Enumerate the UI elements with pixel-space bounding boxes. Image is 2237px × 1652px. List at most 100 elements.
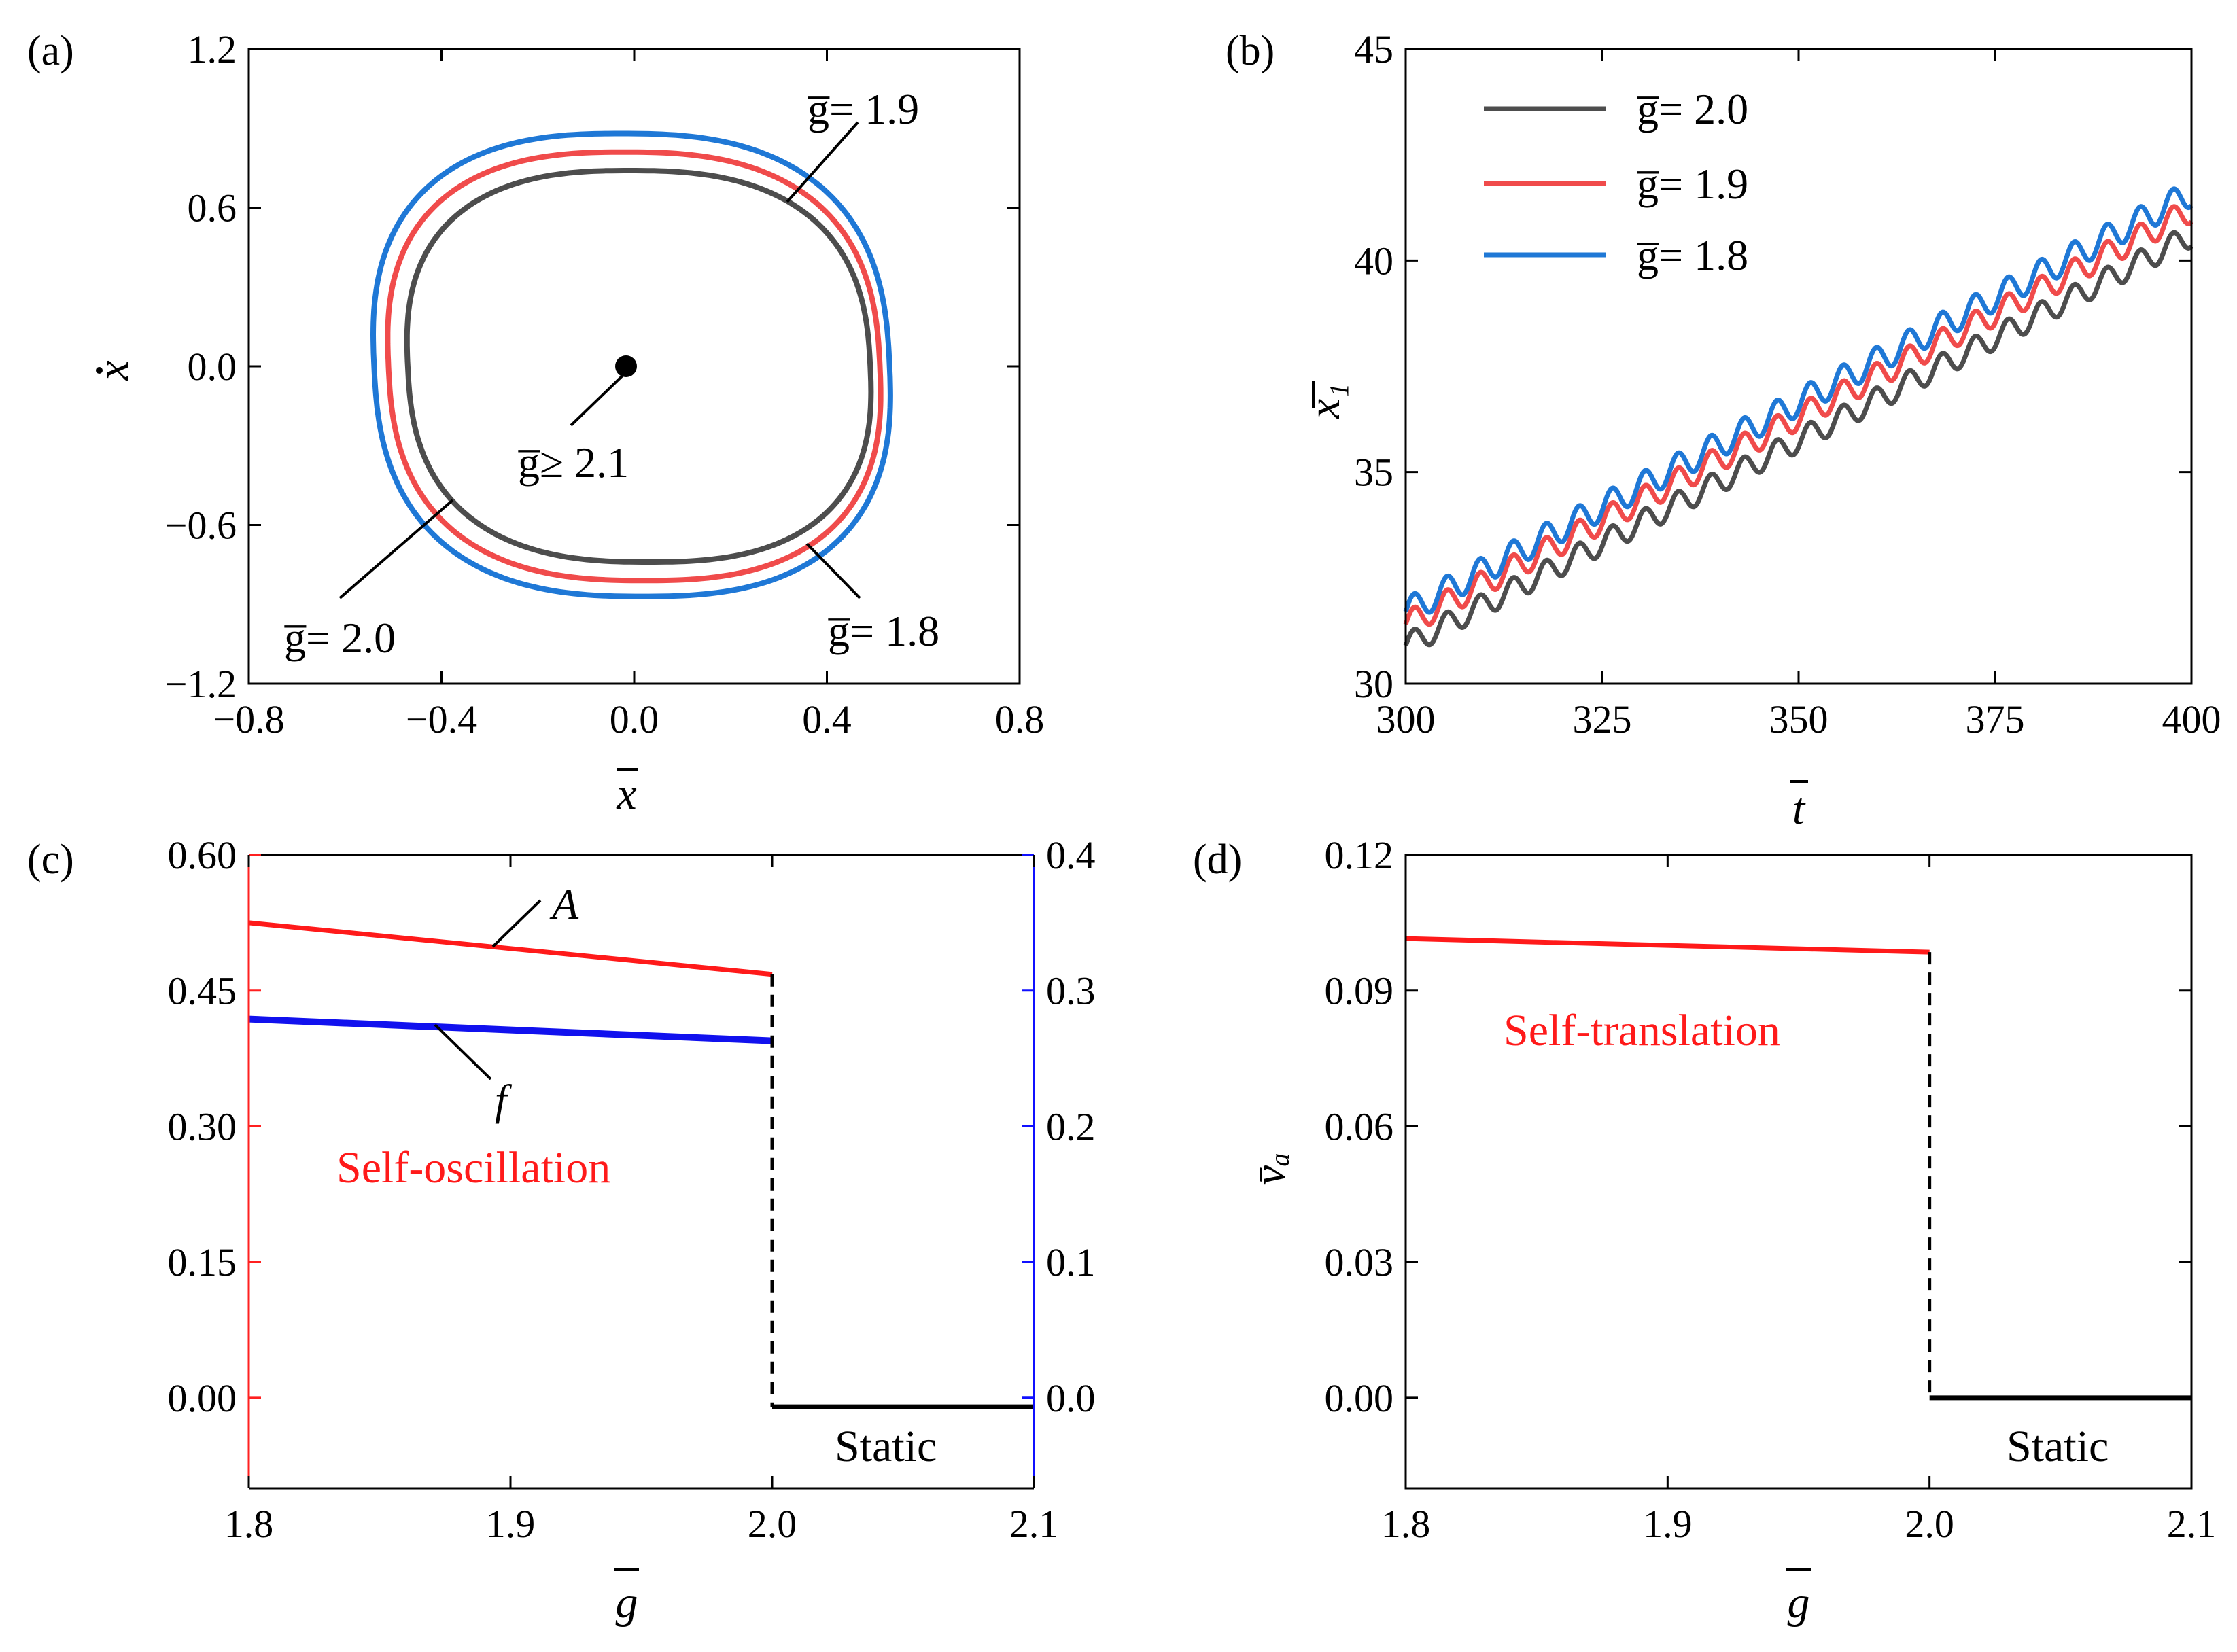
panel-a-xlabel-text: x	[616, 769, 636, 819]
panel-b-label: (b)	[1226, 28, 1274, 74]
panel-a-curves	[370, 130, 893, 599]
panel-b-xtick-label-4: 400	[2162, 697, 2221, 741]
panel-c-ytick-label-left-0: 0.60	[168, 833, 237, 877]
panel-c-ytick-label-left-1: 0.45	[168, 969, 237, 1013]
panel-b-ytick-label-left-3: 45	[1354, 27, 1393, 71]
panel-a-ylabel: x	[88, 360, 138, 381]
panel-d-ytick-label-left-4: 0.00	[1325, 1376, 1394, 1420]
panel-a-label: (a)	[27, 28, 74, 74]
panel-d-xlabel-text: g	[1788, 1578, 1810, 1628]
panel-c-ytick-label-right-3: 0.1	[1046, 1240, 1096, 1284]
panel-c-label-f: f	[495, 1076, 513, 1124]
panel-c-leader-f	[434, 1023, 492, 1080]
panel-c-amplitude-frequency: (c) 1.8 1.9 2.0 2.1 0.60 0.45 0.30 0.15 0.00 0.4 0…	[27, 833, 1096, 1628]
panel-b-ylabel: x₁	[1300, 381, 1349, 419]
panel-c-ytick-label-right-1: 0.3	[1046, 969, 1096, 1013]
panel-a-xtick-label-3: 0.4	[802, 697, 852, 741]
panel-a-ytick-label-left-4: 1.2	[188, 27, 237, 71]
panel-a-orbit-1	[385, 149, 884, 584]
panel-a-xtick-label-0: −0.8	[213, 697, 284, 741]
panel-c-ytick-label-right-4: 0.0	[1046, 1376, 1096, 1420]
panel-a-orbit-0	[370, 130, 893, 599]
panel-a-leader-18	[805, 542, 861, 599]
panel-b-xlabel-text: t	[1792, 784, 1806, 834]
legend-text-20: g̅= 2.0	[1636, 85, 1748, 133]
panel-b-ytick-label-left-1: 35	[1354, 451, 1393, 495]
panel-a-xtick-label-2: 0.0	[610, 697, 659, 741]
panel-b-xtick-label-1: 325	[1573, 697, 1632, 741]
panel-a-fixed-point	[615, 355, 637, 377]
panel-a-ann-fixed: g̅≥ 2.1	[517, 438, 629, 487]
panel-a-ytick-label-left-0: −1.2	[165, 662, 237, 706]
panel-a-leader-fixed	[570, 368, 630, 427]
panel-d-ytick-label-left-1: 0.09	[1325, 969, 1394, 1013]
panel-a-leader-20	[339, 499, 454, 599]
panel-a-xlabel: x	[616, 768, 638, 819]
panel-a-ann-20: g̅= 2.0	[283, 614, 396, 662]
panel-d-curves	[1405, 936, 2191, 1401]
panel-d-ylabel-text: v̄ₐ	[1245, 1153, 1295, 1186]
panel-a-ticks: −0.8 −0.4 0.0 0.4 0.8 −1.2 −0.6 0.0 0.6 1.2	[165, 27, 1044, 741]
panel-a-ytick-label-left-1: −0.6	[165, 504, 237, 548]
panel-a-leader-19	[786, 121, 859, 203]
panel-b-ylabel-text: x₁	[1300, 383, 1349, 419]
panel-d-label: (d)	[1193, 837, 1242, 883]
panel-a-ytick-label-left-3: 0.6	[188, 186, 237, 230]
panel-c-xtick-label-0: 1.8	[224, 1502, 274, 1546]
panel-d-static-label: Static	[2007, 1422, 2109, 1471]
panel-c-ytick-label-right-2: 0.2	[1046, 1104, 1096, 1148]
panel-b-time-series: (b) 300 325 350 375 400 30 35 40 45 g̅= 2.0 g̅= …	[1226, 27, 2221, 834]
panel-d-velocity: (d) 1.8 1.9 2.0 2.1 0.12 0.09 0.06 0.03 0.00 Sel…	[1193, 833, 2216, 1628]
panel-a-ylabel-dot	[96, 367, 103, 374]
panel-b-series-0	[1403, 230, 2193, 648]
panel-a-ann-18: g̅= 1.8	[827, 607, 939, 655]
panel-a-xtick-label-1: −0.4	[406, 697, 477, 741]
panel-b-xtick-label-0: 300	[1376, 697, 1436, 741]
panel-c-xtick-label-3: 2.1	[1009, 1502, 1059, 1546]
panel-c-region-label: Self-oscillation	[336, 1143, 610, 1193]
panel-c-label: (c)	[27, 837, 74, 883]
panel-d-ylabel: v̄ₐ	[1245, 1153, 1295, 1186]
panel-a-xtick-label-4: 0.8	[995, 697, 1045, 741]
panel-d-xtick-label-1: 1.9	[1643, 1502, 1693, 1546]
panel-b-ytick-label-left-2: 40	[1354, 239, 1393, 283]
legend-text-19: g̅= 1.9	[1636, 160, 1748, 208]
panel-b-xtick-label-3: 375	[1966, 697, 2025, 741]
panel-a-ann-19: g̅= 1.9	[807, 85, 919, 133]
panel-d-xtick-label-0: 1.8	[1381, 1502, 1431, 1546]
panel-d-xlabel: g	[1786, 1568, 1811, 1628]
panel-c-xlabel: g	[614, 1568, 639, 1628]
panel-c-xtick-label-2: 2.0	[748, 1502, 797, 1546]
panel-d-xtick-label-2: 2.0	[1905, 1502, 1954, 1546]
panel-b-ticks: 300 325 350 375 400 30 35 40 45	[1354, 27, 2221, 741]
legend-text-18: g̅= 1.8	[1636, 231, 1748, 279]
panel-a-phase-portrait: (a) −0.8 −0.4 0.0 0.4 0.8 −1.2 −0.6 0.0 0.6 1.2 x…	[27, 27, 1044, 819]
panel-c-series-A	[248, 920, 773, 977]
panel-d-ytick-label-left-2: 0.06	[1325, 1104, 1394, 1148]
panel-c-ytick-label-right-0: 0.4	[1046, 833, 1096, 877]
panel-b-series-2	[1403, 186, 2193, 615]
panel-c-xlabel-text: g	[616, 1578, 638, 1628]
panel-d-region-label: Self-translation	[1504, 1006, 1780, 1055]
panel-b-curves	[1403, 186, 2193, 648]
panel-c-leader-A	[491, 899, 542, 948]
panel-b-xtick-label-2: 350	[1769, 697, 1828, 741]
panel-c-ytick-label-left-2: 0.30	[168, 1104, 237, 1148]
panel-c-ytick-label-left-3: 0.15	[168, 1240, 237, 1284]
panel-b-xlabel: t	[1790, 780, 1808, 834]
panel-b-series-1	[1403, 204, 2193, 627]
panel-c-xtick-label-1: 1.9	[486, 1502, 536, 1546]
panel-d-ytick-label-left-0: 0.12	[1325, 833, 1394, 877]
panel-c-series-f	[248, 1015, 773, 1044]
panel-c-label-A: A	[549, 880, 579, 928]
panel-b-legend: g̅= 2.0 g̅= 1.9 g̅= 1.8	[1484, 85, 1748, 279]
panel-c-ticks: 1.8 1.9 2.0 2.1 0.60 0.45 0.30 0.15 0.00 0.4 0.3 0.…	[168, 833, 1096, 1546]
panel-a-ylabel-text: x	[88, 360, 138, 381]
panel-c-ytick-label-left-4: 0.00	[168, 1376, 237, 1420]
panel-d-ytick-label-left-3: 0.03	[1325, 1240, 1394, 1284]
panel-d-series-0	[1405, 936, 1930, 955]
panel-c-static-label: Static	[835, 1422, 937, 1471]
panel-b-ytick-label-left-0: 30	[1354, 662, 1393, 706]
panel-d-ticks: 1.8 1.9 2.0 2.1 0.12 0.09 0.06 0.03 0.00	[1325, 833, 2217, 1546]
